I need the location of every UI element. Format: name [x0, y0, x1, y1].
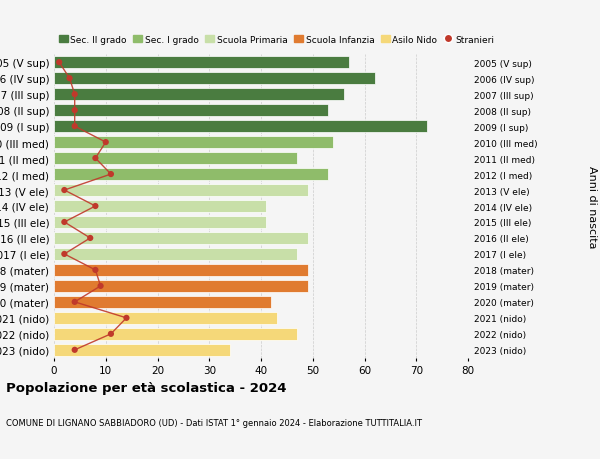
- Bar: [54, 137, 334, 149]
- Bar: [54, 248, 297, 260]
- Legend: Sec. II grado, Sec. I grado, Scuola Primaria, Scuola Infanzia, Asilo Nido, Stran: Sec. II grado, Sec. I grado, Scuola Prim…: [59, 35, 494, 45]
- Bar: [54, 57, 349, 69]
- Point: [96, 283, 106, 290]
- Bar: [54, 264, 308, 276]
- Point: [106, 330, 116, 338]
- Point: [106, 171, 116, 179]
- Bar: [54, 280, 308, 292]
- Bar: [54, 121, 427, 133]
- Point: [70, 107, 79, 115]
- Point: [85, 235, 95, 242]
- Bar: [54, 201, 266, 213]
- Bar: [54, 169, 328, 181]
- Bar: [54, 73, 375, 85]
- Text: Popolazione per età scolastica - 2024: Popolazione per età scolastica - 2024: [6, 381, 287, 394]
- Bar: [54, 153, 297, 165]
- Point: [65, 75, 74, 83]
- Point: [70, 298, 79, 306]
- Point: [91, 155, 100, 162]
- Text: COMUNE DI LIGNANO SABBIADORO (UD) - Dati ISTAT 1° gennaio 2024 - Elaborazione TU: COMUNE DI LIGNANO SABBIADORO (UD) - Dati…: [6, 418, 422, 427]
- Text: Anni di nascita: Anni di nascita: [587, 165, 597, 248]
- Point: [91, 203, 100, 210]
- Point: [70, 123, 79, 130]
- Bar: [54, 232, 308, 244]
- Point: [91, 267, 100, 274]
- Point: [70, 347, 79, 354]
- Point: [122, 314, 131, 322]
- Point: [101, 139, 110, 146]
- Bar: [54, 344, 230, 356]
- Bar: [54, 312, 277, 324]
- Point: [55, 59, 64, 67]
- Point: [59, 251, 69, 258]
- Bar: [54, 89, 344, 101]
- Bar: [54, 185, 308, 196]
- Bar: [54, 328, 297, 340]
- Point: [70, 91, 79, 99]
- Bar: [54, 296, 271, 308]
- Bar: [54, 217, 266, 229]
- Bar: [54, 105, 328, 117]
- Point: [59, 219, 69, 226]
- Point: [59, 187, 69, 194]
